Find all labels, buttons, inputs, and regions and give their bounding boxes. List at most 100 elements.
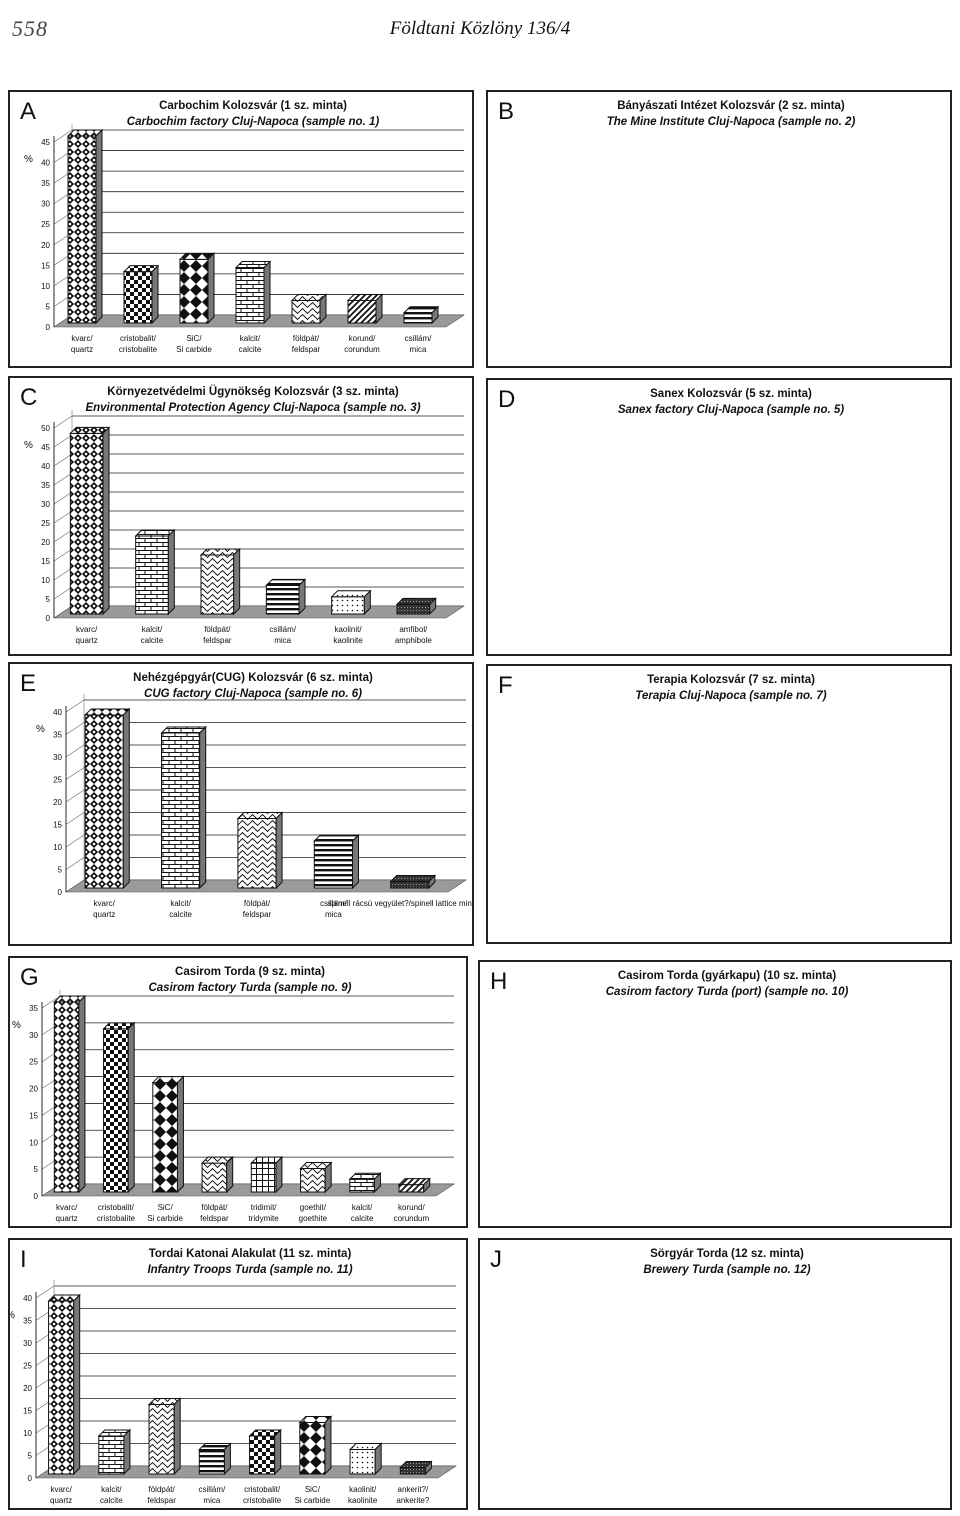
chart-svg: % 0 5 10 15 20 25 30 35 kvarc/quartz cristobalit/c… xyxy=(12,990,455,1223)
chart-title-hu: Terapia Kolozsvár (7 sz. minta) xyxy=(647,674,815,686)
gridline-depth xyxy=(53,472,73,486)
x-category-label: calcite xyxy=(141,636,164,645)
x-category-label: ankerite? xyxy=(396,1496,429,1505)
x-category-label: cristobalite xyxy=(119,345,158,354)
chart-title-en: Infantry Troops Turda (sample no. 11) xyxy=(147,1264,353,1276)
y-tick-label: 5 xyxy=(58,866,63,875)
bar-side xyxy=(263,260,271,325)
panel-letter: D xyxy=(498,386,516,413)
bar xyxy=(290,293,328,325)
x-category-label: cristobalit/ xyxy=(244,1485,281,1494)
bar-front xyxy=(161,732,201,889)
bar xyxy=(399,1460,433,1476)
x-category-label: csillám/ xyxy=(320,899,347,908)
x-category-label: feldspar xyxy=(292,345,321,354)
gridline-depth xyxy=(65,744,85,758)
bar xyxy=(313,833,360,890)
y-tick-label: 0 xyxy=(46,614,51,623)
chart-title: Terapia Kolozsvár (7 sz. minta) Terapia C… xyxy=(528,672,934,704)
chart-svg: %051015202530354045kvarc/quartzkalcit/ca… xyxy=(480,962,950,1226)
y-tick-label: 35 xyxy=(41,481,50,490)
chart-svg: % 0 5 10 15 20 25 30 35 40 kvarc/quartz kalcit/calc… xyxy=(10,1280,457,1505)
bar xyxy=(200,1155,234,1194)
x-category-label: corundum xyxy=(394,1214,430,1223)
bar-side xyxy=(233,547,241,616)
bar-side xyxy=(373,1172,381,1194)
x-category-label: csillám/ xyxy=(269,625,296,634)
bar-side xyxy=(324,1161,332,1194)
x-category-label: kalcit/ xyxy=(240,334,261,343)
y-tick-label: 40 xyxy=(41,159,50,168)
bar-front xyxy=(98,1435,125,1475)
y-tick-label: 10 xyxy=(53,843,62,852)
bar-side xyxy=(423,1177,431,1194)
y-tick-label: 50 xyxy=(41,424,50,433)
gridline-depth xyxy=(53,567,73,581)
bar xyxy=(97,1428,132,1476)
bar xyxy=(178,252,216,325)
x-category-label: földpát/ xyxy=(293,334,320,343)
y-tick-label: 40 xyxy=(53,708,62,717)
bar xyxy=(151,1075,185,1194)
bar-front xyxy=(152,1082,178,1193)
chart-title-en: The Mine Institute Cluj-Napoca (sample n… xyxy=(606,116,856,128)
chart-title: Casirom Torda (9 sz. minta) Casirom facto… xyxy=(50,964,450,996)
bar-front xyxy=(103,1028,129,1193)
chart-title-hu: Casirom Torda (9 sz. minta) xyxy=(175,966,325,978)
bar-side xyxy=(226,1155,234,1194)
chart-svg: %0102030405060kvarc/quartzkalcit/calcite… xyxy=(480,1240,950,1508)
bar-front xyxy=(148,1404,175,1475)
panel-letter: E xyxy=(20,670,37,697)
bar-front xyxy=(179,258,209,324)
bar-front xyxy=(250,1162,277,1193)
chart-title-en: Terapia Cluj-Napoca (sample no. 7) xyxy=(635,690,827,702)
bar-side xyxy=(127,1021,135,1194)
x-category-label: feldspar xyxy=(147,1496,176,1505)
chart-panel-a: A Carbochim Kolozsvár (1 sz. minta) Carboc… xyxy=(8,90,474,368)
x-category-label: korund/ xyxy=(349,334,376,343)
bar-side xyxy=(199,725,207,890)
bar-side xyxy=(424,1460,432,1476)
x-category-label: kalcit/ xyxy=(142,625,163,634)
bar xyxy=(265,578,307,616)
chart-title-hu: Carbochim Kolozsvár (1 sz. minta) xyxy=(159,100,347,112)
x-category-label: amphibole xyxy=(395,636,432,645)
x-category-label: földpát/ xyxy=(204,625,231,634)
bar-front xyxy=(48,1300,75,1475)
y-tick-label: 45 xyxy=(41,138,50,147)
bar-side xyxy=(173,1397,181,1476)
gridline-depth xyxy=(65,857,85,870)
gridline-depth xyxy=(53,548,73,562)
y-unit-label: % xyxy=(24,154,33,165)
y-tick-label: 35 xyxy=(53,731,62,740)
bar-side xyxy=(95,128,103,325)
x-category-label: quartz xyxy=(71,345,93,354)
chart-panel-b: B Bányászati Intézet Kolozsvár (2 sz. min… xyxy=(486,90,952,368)
chart-title-hu: Nehézgépgyár(CUG) Kolozsvár (6 sz. minta… xyxy=(133,672,373,684)
panel-letter: B xyxy=(498,98,515,125)
y-tick-label: 20 xyxy=(41,241,50,250)
x-category-label: Si carbide xyxy=(176,345,212,354)
bar xyxy=(395,597,437,616)
bar xyxy=(160,725,207,890)
x-category-label: tridimit/ xyxy=(251,1203,278,1212)
bar-front xyxy=(398,1184,425,1193)
gridline-depth xyxy=(41,995,61,1009)
y-tick-label: 30 xyxy=(41,200,50,209)
chart-svg: %051015202530354045kvarc/quartzkalcit/ca… xyxy=(488,92,950,366)
bar-front xyxy=(349,1178,375,1193)
y-tick-label: 5 xyxy=(46,302,51,311)
bar xyxy=(402,305,440,325)
x-category-label: tridymite xyxy=(249,1214,280,1223)
bar-side xyxy=(122,707,130,890)
chart-title-hu: Környezetvédelmi Ügynökség Kolozsvár (3 … xyxy=(107,386,399,398)
x-category-label: kaolinite xyxy=(348,1496,378,1505)
chart-svg: % 0 5 10 15 20 25 30 35 40 45 50 kvarc/quartz kalcit/… xyxy=(24,410,465,645)
x-category-label: feldspar xyxy=(243,910,272,919)
panel-letter: H xyxy=(490,968,508,995)
y-tick-label: 35 xyxy=(41,179,50,188)
gridline-depth xyxy=(65,812,85,825)
y-tick-label: 10 xyxy=(23,1429,32,1438)
bar-side xyxy=(319,293,327,325)
panel-letter: A xyxy=(20,98,37,125)
